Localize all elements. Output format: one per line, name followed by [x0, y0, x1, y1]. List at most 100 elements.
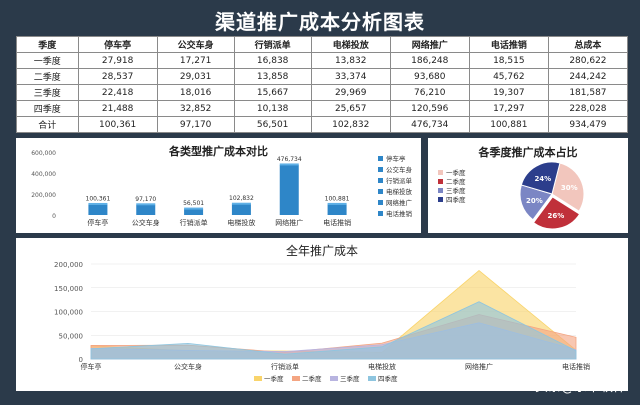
header-cell: 总成本: [547, 36, 629, 53]
legend-label: 网络推广: [386, 198, 413, 207]
legend-swatch: [438, 179, 443, 184]
legend-label: 四季度: [378, 374, 398, 383]
cost-table: 季度 停车亭 公交车身 行销派单 电梯投放 网络推广 电话推销 总成本 一季度 …: [16, 36, 629, 133]
bar: [88, 204, 108, 215]
table-cell: 934,479: [547, 116, 629, 133]
table-cell: 合计: [16, 116, 79, 133]
table-cell: 100,361: [77, 116, 158, 133]
y-tick-label: 50,000: [59, 332, 84, 340]
table-cell: 13,858: [233, 68, 312, 85]
x-tick-label: 停车亭: [87, 218, 108, 227]
table-cell: 186,248: [389, 52, 470, 69]
bar-chart-title: 各类型推广成本对比: [169, 145, 268, 158]
bar-top: [184, 207, 204, 210]
bar: [231, 204, 251, 215]
legend-label: 二季度: [446, 177, 466, 186]
bar: [327, 204, 347, 215]
area-series: [90, 301, 577, 360]
y-tick-label: 200,000: [31, 192, 56, 199]
table-cell: 四季度: [16, 100, 79, 117]
table-row: 三季度 22,418 18,016 15,667 29,969 76,210 1…: [16, 84, 629, 101]
watermark: 头条@永中软件: [534, 380, 626, 395]
y-tick-label: 0: [79, 356, 83, 364]
table-cell: 244,242: [547, 68, 629, 85]
table-cell: 22,418: [77, 84, 158, 101]
legend-swatch: [378, 211, 383, 216]
table-cell: 76,210: [389, 84, 470, 101]
table-cell: 33,374: [310, 68, 391, 85]
x-tick-label: 电梯投放: [368, 362, 396, 371]
x-tick-label: 公交车身: [132, 218, 160, 227]
bar-chart: 0 200,000 400,000 600,000 100,361 停车亭 97,170 公交…: [31, 150, 413, 227]
legend-swatch: [254, 376, 262, 381]
legend-swatch: [438, 197, 443, 202]
table-cell: 13,832: [310, 52, 391, 69]
table-cell: 29,031: [156, 68, 235, 85]
header-cell: 网络推广: [389, 36, 470, 53]
table-cell: 120,596: [389, 100, 470, 117]
area-chart: 0 50,000 100,000 150,000 200,000 停车亭 公交车身 行销派单 电…: [54, 261, 590, 383]
table-cell: 56,501: [233, 116, 312, 133]
page-title: 渠道推广成本分析图表: [215, 10, 425, 34]
table-cell: 17,297: [468, 100, 549, 117]
legend-label: 二季度: [302, 374, 322, 383]
table-cell: 97,170: [156, 116, 235, 133]
x-tick-label: 行销派单: [271, 362, 299, 371]
legend-swatch: [292, 376, 300, 381]
legend-label: 公交车身: [386, 165, 413, 174]
pie-slice: [551, 162, 585, 212]
header-cell: 停车亭: [77, 36, 158, 53]
y-tick-label: 200,000: [54, 261, 83, 269]
legend-label: 电梯投放: [386, 187, 413, 196]
table-row: 四季度 21,488 32,852 10,138 25,657 120,596 …: [16, 100, 629, 117]
legend-swatch: [378, 178, 383, 183]
area-chart-panel: 全年推广成本 0 50,000 100,000 150,000 200,000 停车亭 公交…: [16, 238, 628, 391]
header-cell: 行销派单: [233, 36, 312, 53]
x-tick-label: 电话推销: [323, 218, 351, 227]
legend-label: 行销派单: [386, 176, 413, 185]
legend-label: 电话推销: [386, 209, 413, 218]
table-cell: 10,138: [233, 100, 312, 117]
table-cell: 102,832: [310, 116, 391, 133]
header-cell: 公交车身: [156, 36, 235, 53]
table-cell: 228,028: [547, 100, 629, 117]
header-cell: 电梯投放: [310, 36, 391, 53]
table-cell: 181,587: [547, 84, 629, 101]
legend-swatch: [438, 170, 443, 175]
legend-label: 三季度: [340, 374, 360, 383]
table-cell: 三季度: [16, 84, 79, 101]
pie-slice: [519, 184, 553, 221]
table-cell: 93,680: [389, 68, 470, 85]
table-cell: 21,488: [77, 100, 158, 117]
table-header-row: 季度 停车亭 公交车身 行销派单 电梯投放 网络推广 电话推销 总成本: [16, 36, 629, 53]
table-cell: 29,969: [310, 84, 391, 101]
data-label: 97,170: [135, 196, 156, 203]
x-tick-label: 公交车身: [174, 362, 202, 371]
legend-swatch: [330, 376, 338, 381]
table-cell: 二季度: [16, 68, 79, 85]
pie-slice: [532, 196, 581, 230]
table-cell: 32,852: [156, 100, 235, 117]
legend-label: 三季度: [446, 186, 466, 195]
pie-percent-label: 24%: [534, 175, 551, 183]
table-cell: 27,918: [77, 52, 158, 69]
x-tick-label: 电话推销: [562, 362, 590, 371]
table-cell: 100,881: [468, 116, 549, 133]
area-chart-title: 全年推广成本: [285, 244, 358, 258]
table-row: 合计 100,361 97,170 56,501 102,832 476,734…: [16, 116, 629, 133]
table-cell: 一季度: [16, 52, 79, 69]
header-cell: 季度: [16, 36, 79, 53]
y-tick-label: 600,000: [31, 150, 56, 157]
legend-label: 一季度: [446, 168, 466, 177]
x-tick-label: 网络推广: [465, 362, 493, 371]
y-tick-label: 150,000: [54, 285, 83, 293]
bar-chart-panel: 各类型推广成本对比 0 200,000 400,000 600,000 100,361 停…: [16, 138, 421, 233]
data-label: 56,501: [183, 200, 204, 207]
legend-swatch: [378, 200, 383, 205]
legend-swatch: [438, 188, 443, 193]
data-label: 100,881: [325, 195, 350, 202]
table-row: 二季度 28,537 29,031 13,858 33,374 93,680 4…: [16, 68, 629, 85]
table-cell: 18,515: [468, 52, 549, 69]
y-tick-label: 0: [52, 213, 56, 220]
